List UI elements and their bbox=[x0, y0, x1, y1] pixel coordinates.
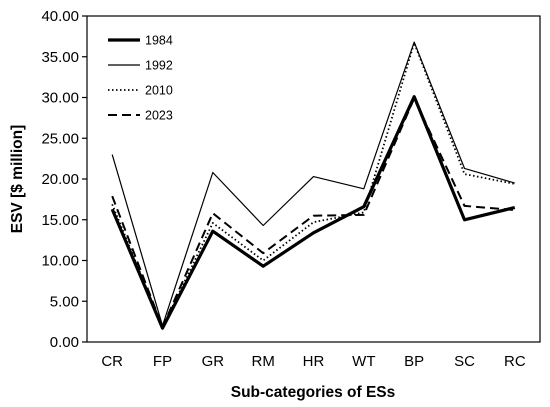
y-tick-label: 25.00 bbox=[41, 130, 79, 147]
x-tick-label: BP bbox=[404, 353, 424, 370]
x-tick-label: HR bbox=[303, 353, 325, 370]
y-tick-label: 0.00 bbox=[50, 334, 79, 351]
x-axis: CR FP GR RM HR WT BP SC RC bbox=[101, 353, 525, 370]
y-tick-label: 30.00 bbox=[41, 90, 79, 107]
series-line-2023 bbox=[111, 97, 515, 329]
legend: 1984 1992 2010 2023 bbox=[108, 34, 173, 123]
x-tick-label: WT bbox=[352, 353, 375, 370]
x-axis-title: Sub-categories of ESs bbox=[231, 384, 396, 401]
series-layer bbox=[110, 41, 516, 330]
y-tick-label: 5.00 bbox=[50, 293, 79, 310]
legend-label: 1984 bbox=[145, 34, 173, 48]
x-tick-label: FP bbox=[153, 353, 172, 370]
x-tick-label: RC bbox=[504, 353, 526, 370]
x-tick-label: CR bbox=[101, 353, 123, 370]
y-tick-label: 35.00 bbox=[41, 49, 79, 66]
y-axis-title: ESV [$ million] bbox=[9, 125, 26, 234]
y-axis: 0.00 5.00 10.00 15.00 20.00 25.00 30.00 35.00 40… bbox=[41, 8, 87, 351]
legend-label: 2023 bbox=[145, 109, 173, 123]
series-line-1984 bbox=[110, 95, 516, 330]
y-tick-label: 15.00 bbox=[41, 212, 79, 229]
x-tick-label: GR bbox=[202, 353, 225, 370]
legend-label: 2010 bbox=[145, 84, 173, 98]
x-tick-label: SC bbox=[454, 353, 475, 370]
y-tick-label: 10.00 bbox=[41, 253, 79, 270]
y-tick-label: 20.00 bbox=[41, 171, 79, 188]
series-line-2010 bbox=[111, 42, 515, 329]
x-tick-label: RM bbox=[252, 353, 275, 370]
series-line-1992 bbox=[111, 41, 515, 327]
y-tick-label: 40.00 bbox=[41, 8, 79, 25]
legend-label: 1992 bbox=[145, 59, 173, 73]
